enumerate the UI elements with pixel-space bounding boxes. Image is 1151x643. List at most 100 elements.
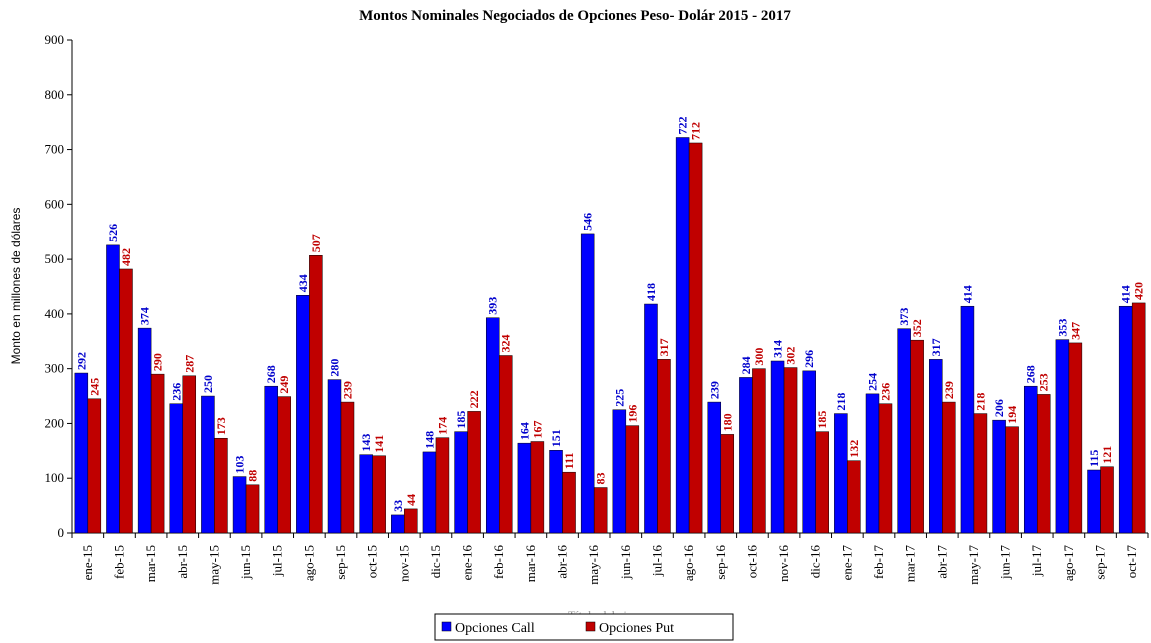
x-tick-label: may-15 bbox=[206, 545, 221, 585]
data-label: 148 bbox=[422, 431, 436, 449]
data-label: 280 bbox=[328, 359, 342, 377]
x-tick-label: jun-16 bbox=[618, 545, 633, 580]
x-tick-label: may-16 bbox=[586, 545, 601, 585]
data-label: 292 bbox=[74, 352, 88, 370]
data-label: 414 bbox=[1119, 285, 1133, 303]
data-label: 284 bbox=[739, 356, 753, 374]
data-label: 414 bbox=[960, 285, 974, 303]
bar bbox=[277, 396, 291, 534]
data-label: 393 bbox=[486, 297, 500, 315]
x-tick-label: may-17 bbox=[966, 545, 981, 585]
legend-box bbox=[434, 613, 734, 641]
y-tick-label: 700 bbox=[45, 142, 65, 157]
bar bbox=[739, 377, 753, 534]
bar bbox=[74, 372, 89, 534]
legend-swatch bbox=[585, 621, 596, 632]
y-tick-label: 500 bbox=[45, 251, 65, 266]
bar bbox=[1023, 385, 1038, 534]
chart-title: Montos Nominales Negociados de Opciones … bbox=[359, 8, 791, 24]
x-tick-label: ago-16 bbox=[681, 545, 696, 582]
data-label: 420 bbox=[1132, 282, 1146, 300]
y-tick-label: 0 bbox=[58, 525, 65, 540]
legend-label: Opciones Call bbox=[455, 621, 535, 636]
bar bbox=[119, 268, 133, 534]
x-tick-label: oct-15 bbox=[365, 545, 380, 578]
data-label: 88 bbox=[246, 470, 260, 482]
bar bbox=[549, 450, 563, 534]
x-tick-label: ene-16 bbox=[460, 545, 475, 581]
data-label: 507 bbox=[309, 234, 323, 252]
x-tick-label: feb-16 bbox=[491, 545, 506, 579]
bar bbox=[562, 471, 576, 534]
bar bbox=[688, 142, 703, 534]
x-tick-label: jul-15 bbox=[270, 545, 285, 577]
bar bbox=[593, 487, 608, 534]
bar bbox=[1118, 305, 1133, 534]
bar bbox=[391, 514, 405, 534]
bar bbox=[169, 403, 184, 534]
x-tick-label: dic-15 bbox=[428, 545, 443, 578]
data-label: 245 bbox=[87, 378, 101, 396]
bar bbox=[422, 451, 437, 534]
bar bbox=[865, 393, 880, 534]
x-tick-label: ene-17 bbox=[839, 545, 854, 581]
data-label: 302 bbox=[784, 347, 798, 365]
data-label: 143 bbox=[359, 434, 373, 452]
data-label: 103 bbox=[233, 456, 247, 474]
bar bbox=[815, 431, 829, 534]
bar bbox=[910, 339, 924, 534]
bar bbox=[182, 375, 197, 534]
bar bbox=[1131, 302, 1146, 534]
y-tick-label: 600 bbox=[45, 196, 65, 211]
data-label: 296 bbox=[802, 350, 816, 368]
data-label: 132 bbox=[847, 440, 861, 458]
data-label: 151 bbox=[549, 429, 563, 447]
bar bbox=[1068, 342, 1083, 534]
bar bbox=[625, 425, 640, 534]
data-label: 712 bbox=[689, 122, 703, 140]
data-label: 250 bbox=[201, 375, 215, 393]
bar bbox=[802, 370, 816, 534]
x-tick-label: oct-16 bbox=[744, 545, 759, 579]
bar bbox=[992, 419, 1006, 534]
y-tick-label: 800 bbox=[45, 87, 65, 102]
data-label: 526 bbox=[106, 224, 120, 242]
bar bbox=[1005, 426, 1019, 534]
bar bbox=[359, 454, 373, 534]
data-label: 324 bbox=[499, 335, 513, 353]
y-axis-label: Monto en millones de dólares bbox=[9, 208, 23, 365]
data-label: 236 bbox=[879, 383, 893, 401]
bar bbox=[1100, 466, 1114, 534]
x-tick-label: jun-15 bbox=[238, 545, 253, 580]
data-label: 167 bbox=[530, 421, 544, 439]
bar bbox=[327, 379, 342, 534]
x-tick-label: feb-15 bbox=[111, 545, 126, 579]
bar bbox=[214, 437, 228, 534]
data-label: 218 bbox=[973, 393, 987, 411]
x-tick-label: sep-17 bbox=[1093, 545, 1108, 580]
bar bbox=[150, 373, 165, 534]
bar bbox=[847, 460, 861, 534]
data-label: 317 bbox=[657, 338, 671, 356]
data-label: 352 bbox=[910, 319, 924, 337]
data-label: 111 bbox=[562, 453, 576, 470]
bar bbox=[675, 137, 690, 534]
bar bbox=[834, 413, 848, 534]
data-label: 218 bbox=[834, 393, 848, 411]
bar bbox=[435, 437, 450, 534]
data-label: 317 bbox=[929, 338, 943, 356]
data-label: 222 bbox=[467, 390, 481, 408]
bar bbox=[264, 385, 278, 534]
bar bbox=[897, 328, 911, 534]
bar bbox=[498, 355, 513, 534]
y-tick-label: 200 bbox=[45, 415, 65, 430]
data-label: 185 bbox=[454, 411, 468, 429]
data-label: 353 bbox=[1055, 319, 1069, 337]
bar bbox=[517, 442, 532, 534]
bar bbox=[707, 401, 722, 534]
bar bbox=[973, 413, 988, 534]
bar bbox=[87, 398, 102, 534]
data-label: 482 bbox=[119, 248, 133, 266]
x-tick-label: abr-16 bbox=[555, 545, 570, 579]
